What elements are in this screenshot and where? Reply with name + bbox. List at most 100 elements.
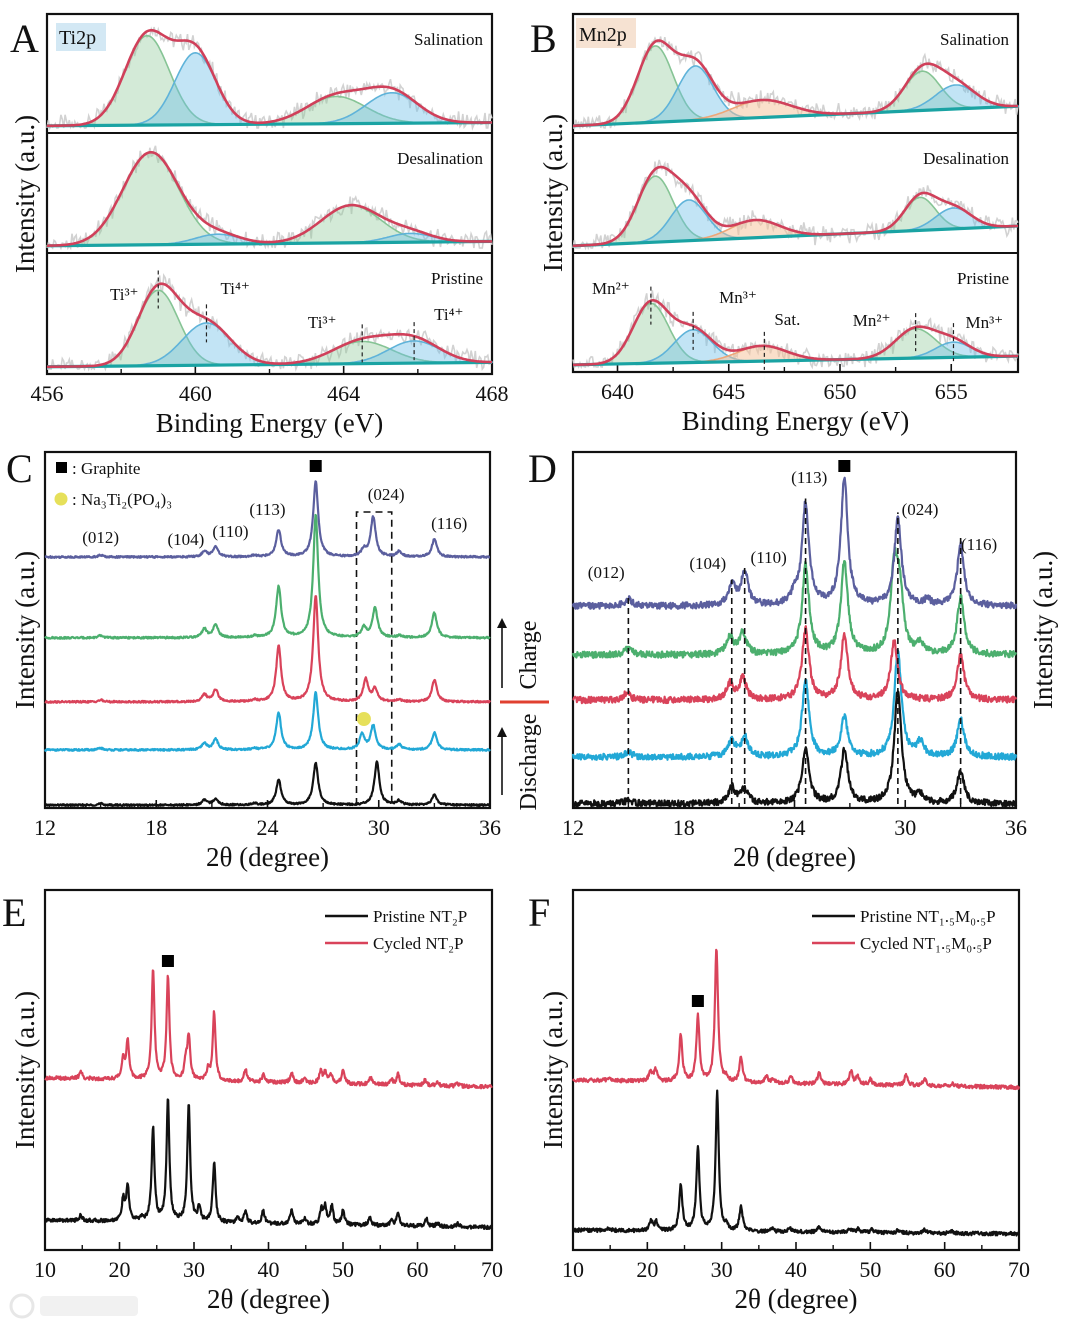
hkl-label: (012) xyxy=(82,528,119,547)
legend-label: Pristine NT₂P xyxy=(373,907,467,926)
background-line xyxy=(46,239,493,248)
x-tick-label: 30 xyxy=(183,1257,205,1282)
peak-annotation: Mn³⁺ xyxy=(965,313,1003,332)
hkl-label: (104) xyxy=(168,530,205,549)
x-tick-label: 18 xyxy=(673,815,695,840)
panel-a: 456 460 464 468 Binding Energy (eV) Intensity… xyxy=(10,12,509,438)
x-tick-label: 50 xyxy=(859,1257,881,1282)
x-tick-label: 60 xyxy=(407,1257,429,1282)
xrd-pattern xyxy=(43,691,491,752)
x-tick-label: 50 xyxy=(332,1257,354,1282)
discharge-label: Discharge xyxy=(516,714,542,811)
xrd-pattern xyxy=(44,513,491,640)
xrd-pattern xyxy=(44,595,492,704)
subplot-desalination: Desalination xyxy=(46,145,493,251)
raw-spectrum xyxy=(47,273,493,372)
panel-letter: F xyxy=(528,890,550,935)
discharge-arrow-icon-head xyxy=(497,727,507,737)
hkl-label: (113) xyxy=(249,500,285,519)
x-tick-label: 10 xyxy=(34,1257,56,1282)
x-tick-label: 640 xyxy=(601,379,634,404)
background-line xyxy=(572,224,1019,248)
xrd-pattern xyxy=(44,969,493,1090)
legend-label: Cycled NT₂P xyxy=(373,934,463,953)
watermark-logo xyxy=(9,1293,138,1319)
background-line xyxy=(46,120,493,128)
hkl-label: (110) xyxy=(212,522,248,541)
x-tick-label: 40 xyxy=(258,1257,280,1282)
hkl-label: (116) xyxy=(431,514,467,533)
x-tick-label: 20 xyxy=(636,1257,658,1282)
legend-label: Cycled NT₁.₅M₀.₅P xyxy=(860,934,992,953)
graphite-marker xyxy=(161,955,174,967)
envelope-fit xyxy=(47,151,492,247)
x-tick-label: 70 xyxy=(481,1257,503,1282)
raw-spectrum xyxy=(572,290,1019,370)
x-tick-label: 460 xyxy=(179,381,212,406)
x-tick-label: 24 xyxy=(257,815,279,840)
x-tick-label: 12 xyxy=(34,815,56,840)
xrd-pattern xyxy=(571,648,1018,761)
panel-d: 12 18 24 30 36 2θ (degree) Intensity (a.u.) D (0… xyxy=(528,446,1058,872)
panel-b: 640 645 650 655 Binding Energy (eV) Intensity… xyxy=(530,12,1020,436)
charge-arrow-icon-head xyxy=(497,618,507,628)
subplot-label: Salination xyxy=(940,30,1009,49)
xrd-pattern xyxy=(571,476,1018,610)
charge-label: Charge xyxy=(516,621,542,690)
charge-discharge-indicator: Charge Discharge xyxy=(497,618,549,810)
subplot-label: Pristine xyxy=(431,269,483,288)
panel-letter: A xyxy=(10,16,39,61)
element-badge: Mn2p xyxy=(579,24,627,46)
envelope-fit xyxy=(572,165,1018,248)
subplot-label: Desalination xyxy=(923,149,1009,168)
x-axis-label: 2θ (degree) xyxy=(733,842,856,872)
y-axis-label: Intensity (a.u.) xyxy=(1028,551,1058,709)
y-axis-label: Intensity (a.u.) xyxy=(10,551,40,709)
hkl-label: (012) xyxy=(588,563,625,582)
x-tick-label: 20 xyxy=(109,1257,131,1282)
peak-annotation: Ti³⁺ xyxy=(308,313,337,332)
legend-nasicon-icon xyxy=(54,492,68,506)
element-badge-bg xyxy=(576,18,636,48)
x-tick-label: 456 xyxy=(31,381,64,406)
peak-annotation: Ti⁴⁺ xyxy=(434,305,463,324)
xrd-pattern xyxy=(44,1098,494,1230)
subplot-label: Desalination xyxy=(397,149,483,168)
hkl-label: (110) xyxy=(751,548,787,567)
subplot-salination: Salination xyxy=(46,26,493,131)
xrd-pattern xyxy=(572,625,1018,705)
graphite-marker xyxy=(838,460,851,472)
graphite-marker xyxy=(309,460,322,472)
peak-annotation: Ti⁴⁺ xyxy=(220,279,249,298)
hkl-label: (113) xyxy=(791,468,827,487)
y-axis-label: Intensity (a.u.) xyxy=(10,991,40,1149)
watermark-logo-icon xyxy=(9,1293,35,1319)
panel-f: 10 20 30 40 50 60 70 2θ (degree) Intensity (a.u.… xyxy=(528,888,1030,1314)
x-tick-label: 40 xyxy=(785,1257,807,1282)
legend-label: : Graphite xyxy=(72,459,140,478)
panel-letter: E xyxy=(2,890,26,935)
hkl-label: (024) xyxy=(368,485,405,504)
x-tick-label: 70 xyxy=(1008,1257,1030,1282)
legend-graphite-icon xyxy=(56,462,67,473)
subplot-desalination: Desalination xyxy=(572,149,1019,251)
hkl-label: (116) xyxy=(961,535,997,554)
xrd-pattern xyxy=(571,546,1018,659)
nasicon-marker xyxy=(356,712,371,726)
hkl-label: (104) xyxy=(689,554,726,573)
peak-annotation: Mn²⁺ xyxy=(592,279,630,298)
x-tick-label: 24 xyxy=(784,815,806,840)
x-tick-label: 36 xyxy=(479,815,501,840)
watermark-mark xyxy=(40,1296,138,1316)
xrd-pattern xyxy=(572,1089,1020,1237)
element-badge-bg xyxy=(56,23,106,51)
legend-label: Pristine NT₁.₅M₀.₅P xyxy=(860,907,996,926)
y-axis-label: Intensity (a.u.) xyxy=(538,991,568,1149)
legend-label: : Na₃Ti₂(PO₄)₃ xyxy=(72,490,172,509)
envelope-fit xyxy=(47,282,492,369)
x-axis-label: Binding Energy (eV) xyxy=(682,406,909,436)
panel-letter: B xyxy=(530,16,557,61)
plot-frame xyxy=(45,12,494,376)
xrd-pattern xyxy=(572,948,1021,1091)
